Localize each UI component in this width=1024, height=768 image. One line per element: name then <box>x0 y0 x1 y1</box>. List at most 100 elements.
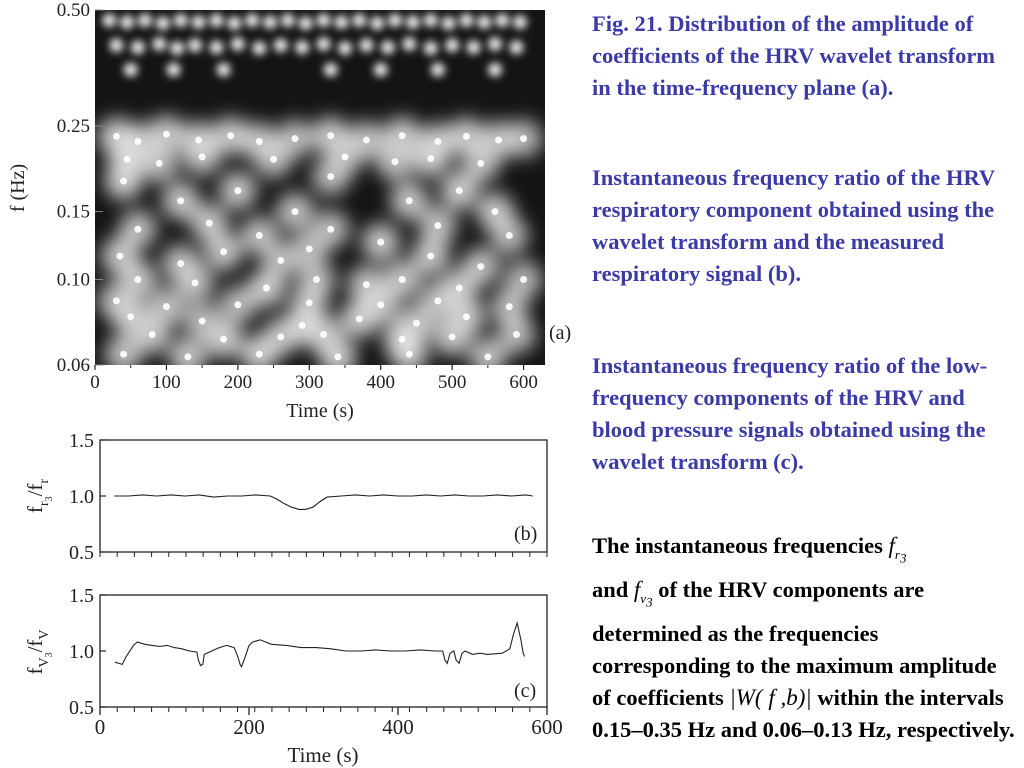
caption-panel-b: Instantaneous frequency ratio of the HRV… <box>592 165 995 286</box>
heatmap-blob-34 <box>316 37 331 52</box>
heatmap-peak-66 <box>155 159 163 167</box>
heatmap-blob-27 <box>170 41 185 56</box>
heatmap-peak-56 <box>255 137 263 145</box>
heatmap-blob-3 <box>155 16 170 31</box>
a-xtick-label-6: 600 <box>509 372 538 393</box>
heatmap-peak-103 <box>112 297 120 305</box>
heatmap-peak-85 <box>377 238 385 246</box>
heatmap-peak-106 <box>305 299 313 307</box>
panel-a-label: (a) <box>549 322 571 344</box>
heatmap-blob-5 <box>191 15 206 30</box>
caption-panel-c: Instantaneous frequency ratio of the low… <box>592 353 988 474</box>
b-ylabel-sub: r <box>37 501 52 506</box>
heatmap-peak-114 <box>412 319 420 327</box>
heatmap-blob-32 <box>273 38 288 53</box>
heatmap-peak-117 <box>220 335 228 343</box>
c-ylabel-den-sub: V <box>37 629 52 639</box>
heatmap-blob-36 <box>359 38 374 53</box>
heatmap-peak-58 <box>327 132 335 140</box>
panel-b: 0.5 1.0 1.5 (b) fr3/fr <box>23 430 548 564</box>
heatmap-peak-113 <box>355 315 363 323</box>
b-ylabel-den: f <box>23 484 47 491</box>
heatmap-blob-44 <box>123 62 138 77</box>
panel-b-ylabel: fr3/fr <box>23 479 55 514</box>
caption-explanation: The instantaneous frequencies fr3 and fv… <box>592 530 1017 746</box>
heatmap-blob-123 <box>104 335 143 365</box>
heatmap-peak-101 <box>455 284 463 292</box>
heatmap-peak-77 <box>327 172 335 180</box>
heatmap-blob-38 <box>402 37 417 52</box>
explanation-part-1: The instantaneous frequencies <box>592 533 889 558</box>
ytick-label-2: 1.5 <box>69 585 94 607</box>
c-ylabel-subsub: 3 <box>44 652 55 657</box>
a-ytick-label-3: 0.25 <box>57 116 90 137</box>
explanation-part-4: within the intervals 0.15–0.35 Hz and 0.… <box>592 685 1015 743</box>
heatmap-blob-10 <box>280 13 295 28</box>
heatmap-peak-93 <box>427 252 435 260</box>
b-ylabel-f: f <box>23 506 47 513</box>
heatmap-peak-127 <box>405 350 413 358</box>
heatmap-peak-55 <box>227 132 235 140</box>
figure-svg: 0.060.100.150.250.500 100 200 300 400 500 600 … <box>7 0 571 767</box>
heatmap-peak-81 <box>134 225 142 233</box>
heatmap-peak-68 <box>270 155 278 163</box>
a-ytick-label-1: 0.10 <box>57 269 90 290</box>
heatmap-peak-122 <box>512 330 520 338</box>
heatmap-peak-79 <box>455 187 463 195</box>
panel-c-frame <box>99 594 548 708</box>
heatmap-peak-119 <box>320 330 328 338</box>
a-xtick-label-1: 100 <box>152 372 181 393</box>
heatmap-blob-47 <box>323 62 338 77</box>
ytick-label-0: 0.5 <box>69 542 94 564</box>
heatmap-blob-22 <box>495 13 510 28</box>
heatmap-peak-112 <box>298 321 306 329</box>
heatmap-blob-23 <box>513 15 527 30</box>
heatmap-peak-67 <box>198 153 206 161</box>
heatmap-peak-128 <box>484 353 492 361</box>
a-ytick-label-0: 0.06 <box>57 355 90 376</box>
heatmap-peak-70 <box>391 158 399 166</box>
heatmap-blob-9 <box>263 15 277 30</box>
heatmap-blob-127 <box>390 335 429 365</box>
heatmap-peak-120 <box>398 335 406 343</box>
heatmap-peak-123 <box>120 350 128 358</box>
heatmap-blob-50 <box>488 62 502 77</box>
ytick-label-1: 1.0 <box>69 641 94 663</box>
heatmap-blob-15 <box>370 16 385 31</box>
heatmap-blob-128 <box>468 337 507 365</box>
heatmap-peak-96 <box>191 279 199 287</box>
heatmap-blob-49 <box>430 62 445 77</box>
heatmap-peak-105 <box>234 301 242 309</box>
a-xtick-label-3: 300 <box>295 372 324 393</box>
panel-a-xlabel: Time (s) <box>286 400 354 422</box>
heatmap-peak-74 <box>177 197 185 205</box>
heatmap-peak-51 <box>112 132 120 140</box>
heatmap-blob-18 <box>423 13 438 28</box>
heatmap-peak-100 <box>398 275 406 283</box>
heatmap-blob-2 <box>138 13 152 28</box>
heatmap-peak-62 <box>462 132 470 140</box>
heatmap-peak-108 <box>434 297 442 305</box>
xtick-label-0: 0 <box>95 715 106 739</box>
explanation-part-2: and <box>592 577 634 603</box>
panel-a: 0.060.100.150.250.500 100 200 300 400 500 600 … <box>7 0 571 422</box>
panel-b-series-line <box>114 494 533 510</box>
ytick-label-1: 1.0 <box>69 486 94 508</box>
heatmap-peak-125 <box>255 350 263 358</box>
heatmap-peak-86 <box>434 222 442 230</box>
heatmap-peak-63 <box>495 136 503 144</box>
heatmap-peak-124 <box>184 353 192 361</box>
heatmap-blob-4 <box>173 13 188 28</box>
heatmap-peak-118 <box>277 333 285 341</box>
heatmap-peak-104 <box>162 303 170 311</box>
heatmap-highlights <box>112 130 528 361</box>
heatmap-blob-28 <box>188 38 202 53</box>
heatmap-blob-40 <box>445 38 460 53</box>
heatmap-blob-42 <box>488 37 502 52</box>
symbol-wavelet-coefficients: |W( f ,b)| <box>729 685 812 711</box>
panel-a-axes: 0.06 0.10 0.15 0.25 0.50 0 100 200 300 400 500 600 <box>57 0 538 393</box>
heatmap-blob-16 <box>388 13 402 28</box>
xtick-label-1: 200 <box>233 715 265 739</box>
heatmap-peak-87 <box>505 232 513 240</box>
heatmap-peak-52 <box>134 137 142 145</box>
